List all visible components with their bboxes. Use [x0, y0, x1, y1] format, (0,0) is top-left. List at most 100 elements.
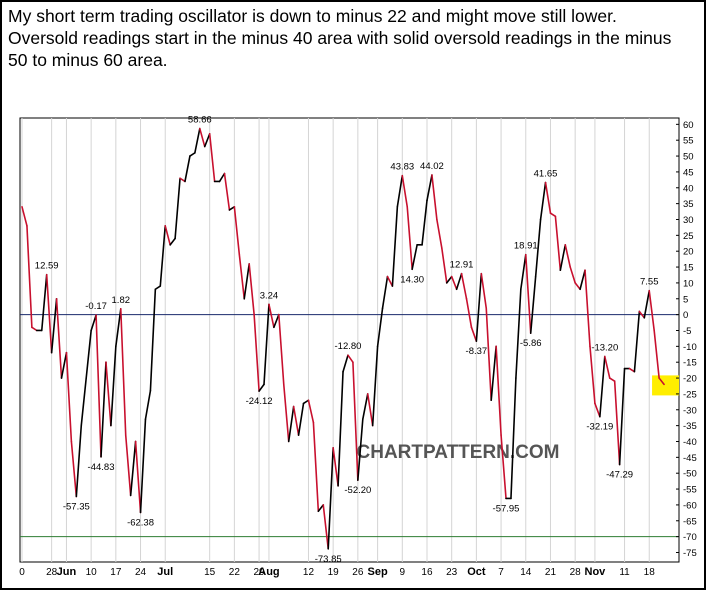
data-label: -57.95	[493, 503, 520, 514]
data-label: -57.35	[63, 502, 90, 513]
series-segment	[223, 172, 231, 211]
x-tick-label: 15	[204, 567, 216, 578]
series-segment	[317, 504, 325, 513]
watermark: CHARTPATTERN.COM	[357, 442, 560, 463]
y-tick-label: -40	[683, 437, 697, 448]
series-segment	[26, 225, 33, 329]
series-segment	[268, 303, 275, 329]
series-segment	[342, 354, 349, 373]
series-segment	[386, 275, 394, 287]
series-segment	[411, 244, 418, 271]
series-segment	[21, 206, 28, 227]
reference-lines	[20, 314, 680, 538]
series-segment	[238, 253, 246, 300]
series-segment	[70, 440, 78, 498]
series-segment	[480, 272, 488, 310]
series-segment	[110, 345, 117, 427]
series-segment	[549, 212, 557, 218]
series-segment	[589, 345, 596, 405]
series-segment	[184, 155, 191, 183]
y-tick-label: -5	[683, 326, 691, 337]
series-segment	[134, 440, 142, 514]
series-segment	[441, 247, 448, 284]
series-segment	[149, 288, 157, 392]
data-label: 43.83	[390, 162, 414, 173]
series-segment	[603, 355, 611, 379]
grid-layer	[21, 118, 650, 562]
series-segment	[357, 418, 364, 481]
data-label: -44.83	[88, 462, 115, 473]
current-reading-highlight	[652, 375, 680, 396]
caption-line-1: My short term trading oscillator is down…	[8, 6, 617, 26]
series-segment	[75, 424, 83, 498]
x-tick-label: 28	[570, 567, 582, 578]
caption: My short term trading oscillator is down…	[8, 5, 698, 71]
series-segment	[243, 263, 250, 300]
series-segment	[455, 272, 463, 291]
series-segment	[465, 297, 473, 329]
series-segment	[119, 308, 127, 436]
data-label: 12.59	[35, 261, 59, 272]
x-tick-label: 0	[19, 567, 25, 578]
series-segment	[105, 361, 112, 427]
series-segment	[302, 399, 310, 405]
y-tick-label: 10	[683, 278, 694, 289]
series-segment	[460, 272, 468, 300]
series-segment	[371, 345, 379, 427]
series-segment	[154, 285, 162, 291]
series-segment	[144, 389, 152, 421]
series-segment	[470, 326, 478, 342]
data-label: -47.29	[606, 470, 633, 481]
y-tick-label: -30	[683, 405, 697, 416]
series-segment	[515, 288, 522, 379]
series-segment	[263, 303, 270, 386]
series-segment	[40, 273, 48, 332]
series-segment	[450, 275, 458, 291]
series-segment	[95, 314, 102, 458]
series-segment	[633, 310, 641, 373]
series-segment	[520, 253, 527, 291]
series-segment	[248, 263, 255, 316]
y-tick-label: -45	[683, 453, 697, 464]
series-segment	[608, 377, 616, 383]
series-segment	[55, 297, 63, 379]
x-tick-label: 21	[545, 567, 557, 578]
series-segment	[579, 269, 586, 291]
series-segment	[495, 345, 502, 436]
y-tick-label: 25	[683, 231, 694, 242]
caption-line-3: 50 to minus 60 area.	[8, 50, 168, 70]
data-label: -52.20	[344, 485, 371, 496]
y-tick-label: -65	[683, 516, 697, 527]
y-tick-label: 50	[683, 152, 694, 163]
series-segment	[396, 174, 404, 208]
x-tick-label: Aug	[258, 566, 279, 578]
series-segment	[618, 367, 626, 466]
series-segment	[564, 244, 572, 268]
series-segment	[574, 282, 581, 291]
y-tick-label: 5	[683, 294, 688, 305]
x-tick-label: 10	[86, 567, 98, 578]
series-segment	[594, 402, 601, 418]
x-tick-label: 7	[498, 567, 504, 578]
series-segment	[658, 377, 665, 386]
series-segment	[115, 308, 122, 348]
series-segment	[292, 405, 300, 436]
series-segment	[529, 275, 537, 335]
series-segment	[273, 313, 280, 329]
series-segment	[366, 393, 374, 427]
data-label: 14.30	[400, 274, 424, 285]
y-tick-label: -60	[683, 500, 697, 511]
data-label: 44.02	[420, 161, 444, 172]
series-segment	[648, 289, 655, 332]
x-tick-label: 28	[46, 567, 58, 578]
series-segment	[500, 434, 507, 500]
series-segment	[352, 361, 359, 481]
series-segment	[559, 244, 567, 272]
series-segment	[129, 440, 137, 497]
data-label: -13.20	[591, 342, 618, 353]
series-segment	[638, 310, 646, 319]
data-label: -62.38	[127, 517, 154, 528]
series-segment	[347, 354, 354, 364]
series-segment	[60, 351, 68, 379]
